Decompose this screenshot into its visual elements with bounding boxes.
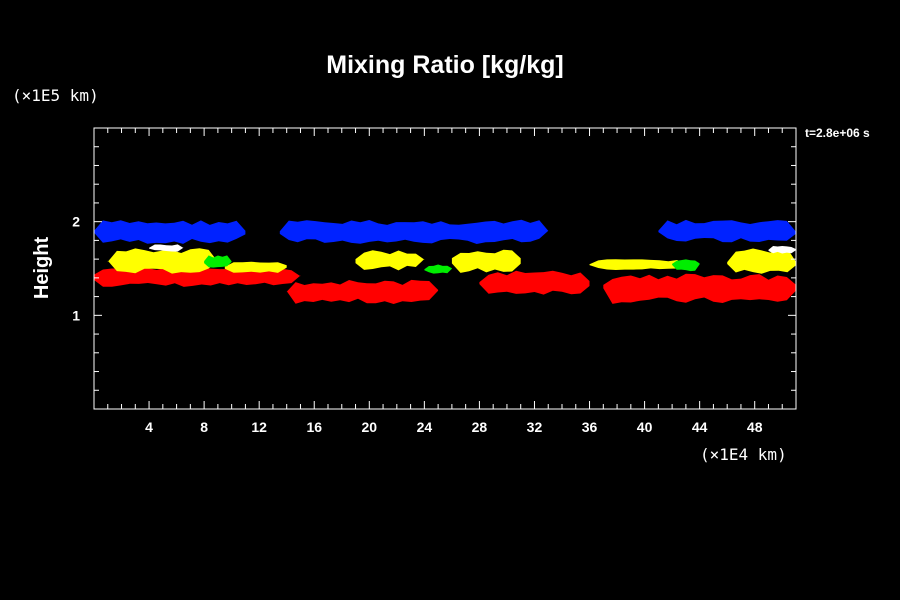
x-tick-label: 44 [692, 419, 708, 435]
region-green-2 [424, 264, 452, 274]
x-tick-label: 8 [200, 419, 208, 435]
region-yellow-1 [107, 248, 218, 274]
region-blue-3 [658, 219, 796, 243]
time-label: t=2.8e+06 s [805, 126, 870, 140]
x-tick-label: 48 [747, 419, 763, 435]
x-tick-label: 16 [306, 419, 322, 435]
x-tick-label: 4 [145, 419, 153, 435]
x-tick-label: 40 [637, 419, 653, 435]
chart-title: Mixing Ratio [kg/kg] [326, 51, 564, 79]
region-red-3 [479, 270, 590, 295]
y-axis-label: Height [31, 237, 53, 300]
x-tick-label: 28 [472, 419, 488, 435]
y-unit-label: (×1E5 km) [12, 86, 99, 105]
region-white-2 [768, 246, 796, 254]
region-blue-1 [94, 220, 246, 244]
region-red-2 [286, 279, 439, 304]
region-yellow-5 [589, 259, 686, 270]
x-tick-label: 20 [362, 419, 378, 435]
region-red-4 [603, 273, 796, 304]
region-yellow-4 [451, 249, 521, 273]
x-tick-label: 36 [582, 419, 598, 435]
region-green-3 [672, 259, 700, 272]
x-tick-label: 24 [417, 419, 433, 435]
x-tick-label: 32 [527, 419, 543, 435]
x-unit-label: (×1E4 km) [700, 445, 787, 464]
region-white-1 [149, 244, 184, 252]
region-yellow-2 [224, 261, 287, 273]
mixing-ratio-field [94, 219, 796, 304]
x-tick-label: 12 [251, 419, 267, 435]
region-green-1 [204, 255, 232, 268]
y-tick-label: 1 [72, 307, 80, 323]
region-blue-2 [279, 219, 549, 244]
plot-frame [93, 127, 797, 410]
region-yellow-3 [355, 250, 425, 271]
region-yellow-6 [727, 248, 796, 274]
y-tick-label: 2 [72, 214, 80, 230]
